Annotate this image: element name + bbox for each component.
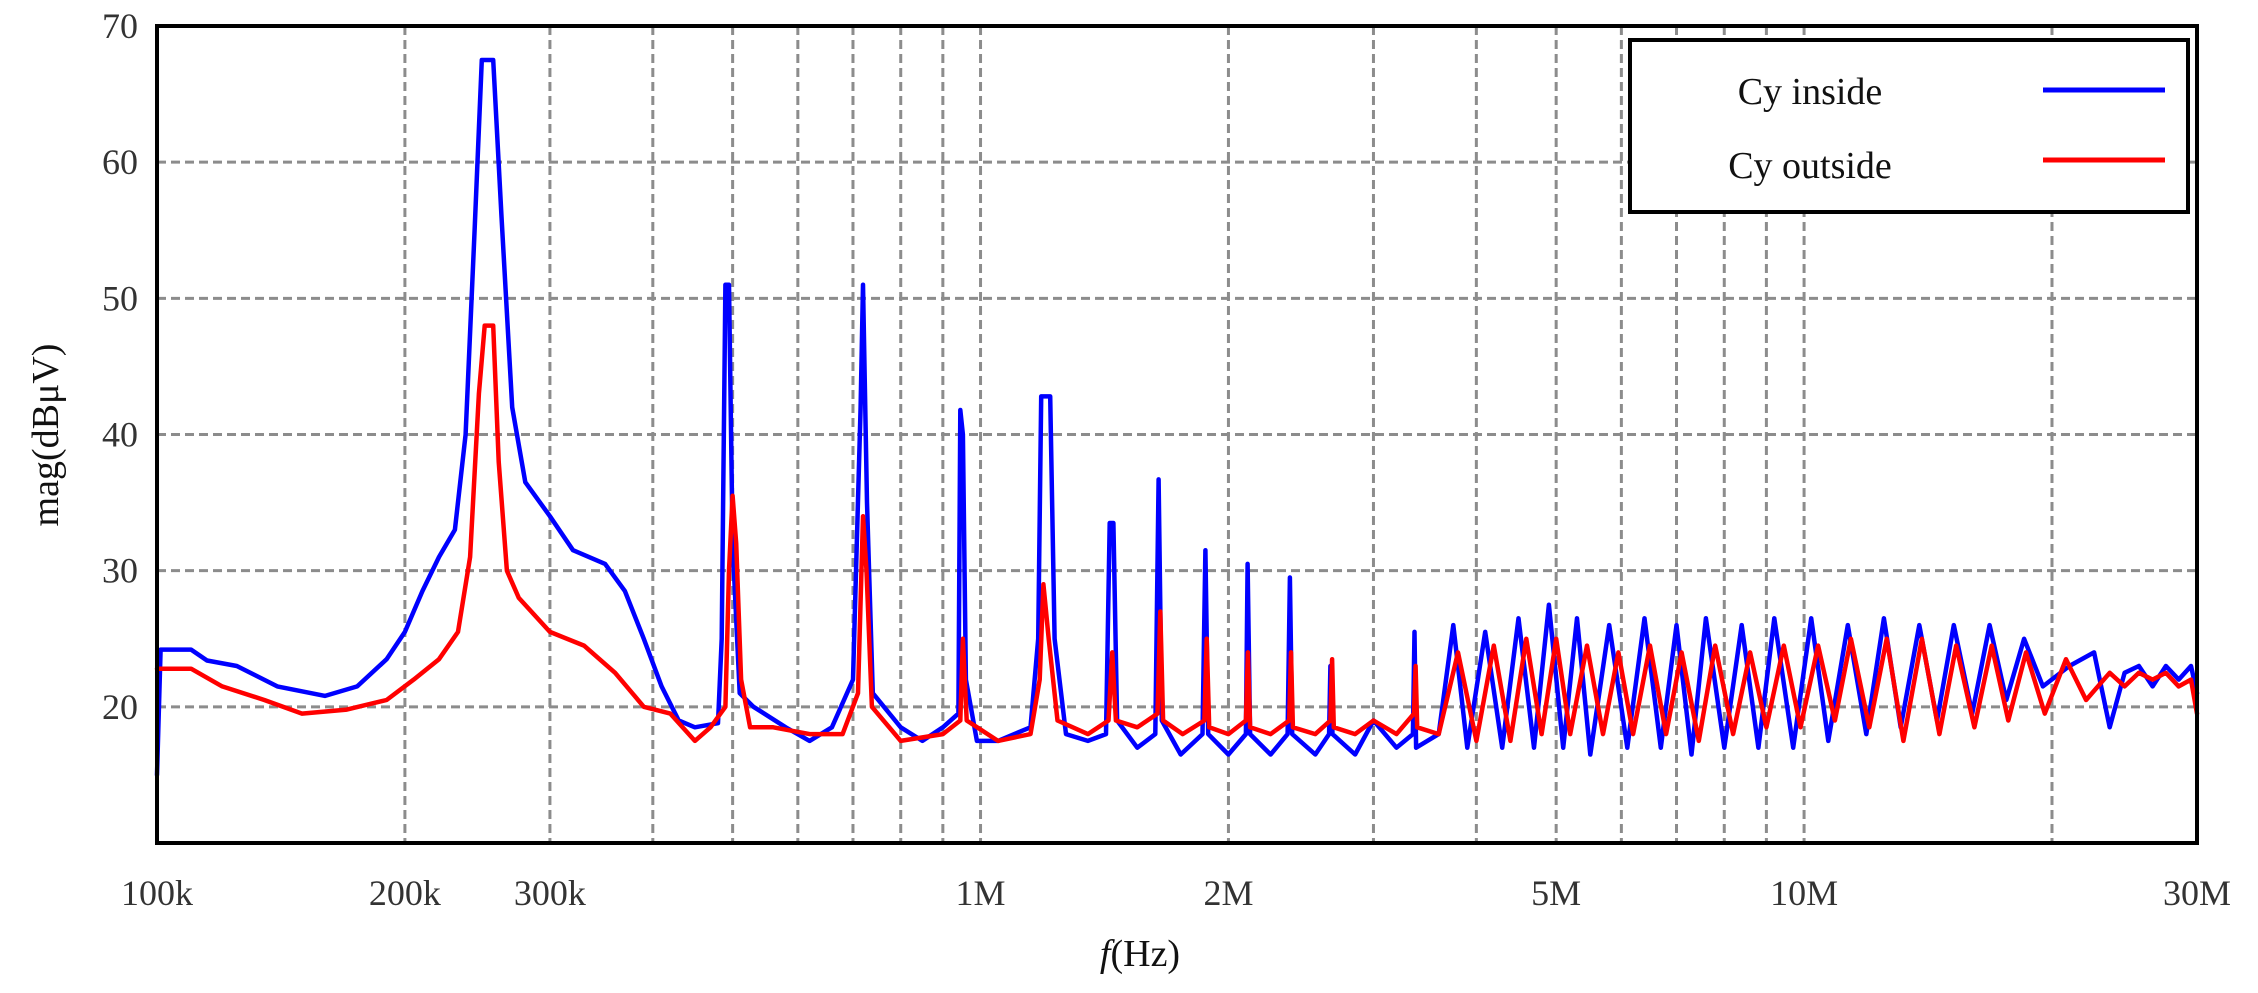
x-tick-label: 2M [1203, 873, 1253, 913]
legend-box [1628, 38, 2190, 214]
x-tick-label: 10M [1770, 873, 1838, 913]
series-lines [154, 57, 2200, 778]
y-axis-label: mag(dBμV) [25, 344, 67, 527]
y-tick-label: 30 [102, 551, 138, 591]
grid-lines [157, 26, 2197, 843]
x-tick-label: 100k [121, 873, 193, 913]
x-tick-label: 200k [369, 873, 441, 913]
x-tick-label: 5M [1531, 873, 1581, 913]
series-line-cy-inside [154, 57, 2200, 778]
series-line-cy-outside [154, 323, 2200, 744]
y-tick-label: 20 [102, 687, 138, 727]
x-tick-label: 1M [956, 873, 1006, 913]
plot-frame [155, 24, 2199, 845]
y-tick-label: 50 [102, 278, 138, 318]
y-tick-label: 60 [102, 142, 138, 182]
x-tick-label: 30M [2163, 873, 2231, 913]
y-tick-label: 40 [102, 415, 138, 455]
legend-label-cy-inside: Cy inside [1738, 71, 1883, 113]
x-axis-label-unit: (Hz) [1110, 933, 1180, 975]
legend: Cy inside Cy outside [1628, 38, 2190, 214]
tick-labels: 100k 200k 300k 1M 2M 5M 10M 30M 20 30 40 50 60 70 [102, 6, 2231, 913]
y-tick-label: 70 [102, 6, 138, 46]
legend-label-cy-outside: Cy outside [1728, 145, 1892, 187]
x-axis-label: f(Hz) [1100, 933, 1180, 975]
x-tick-label: 300k [514, 873, 586, 913]
